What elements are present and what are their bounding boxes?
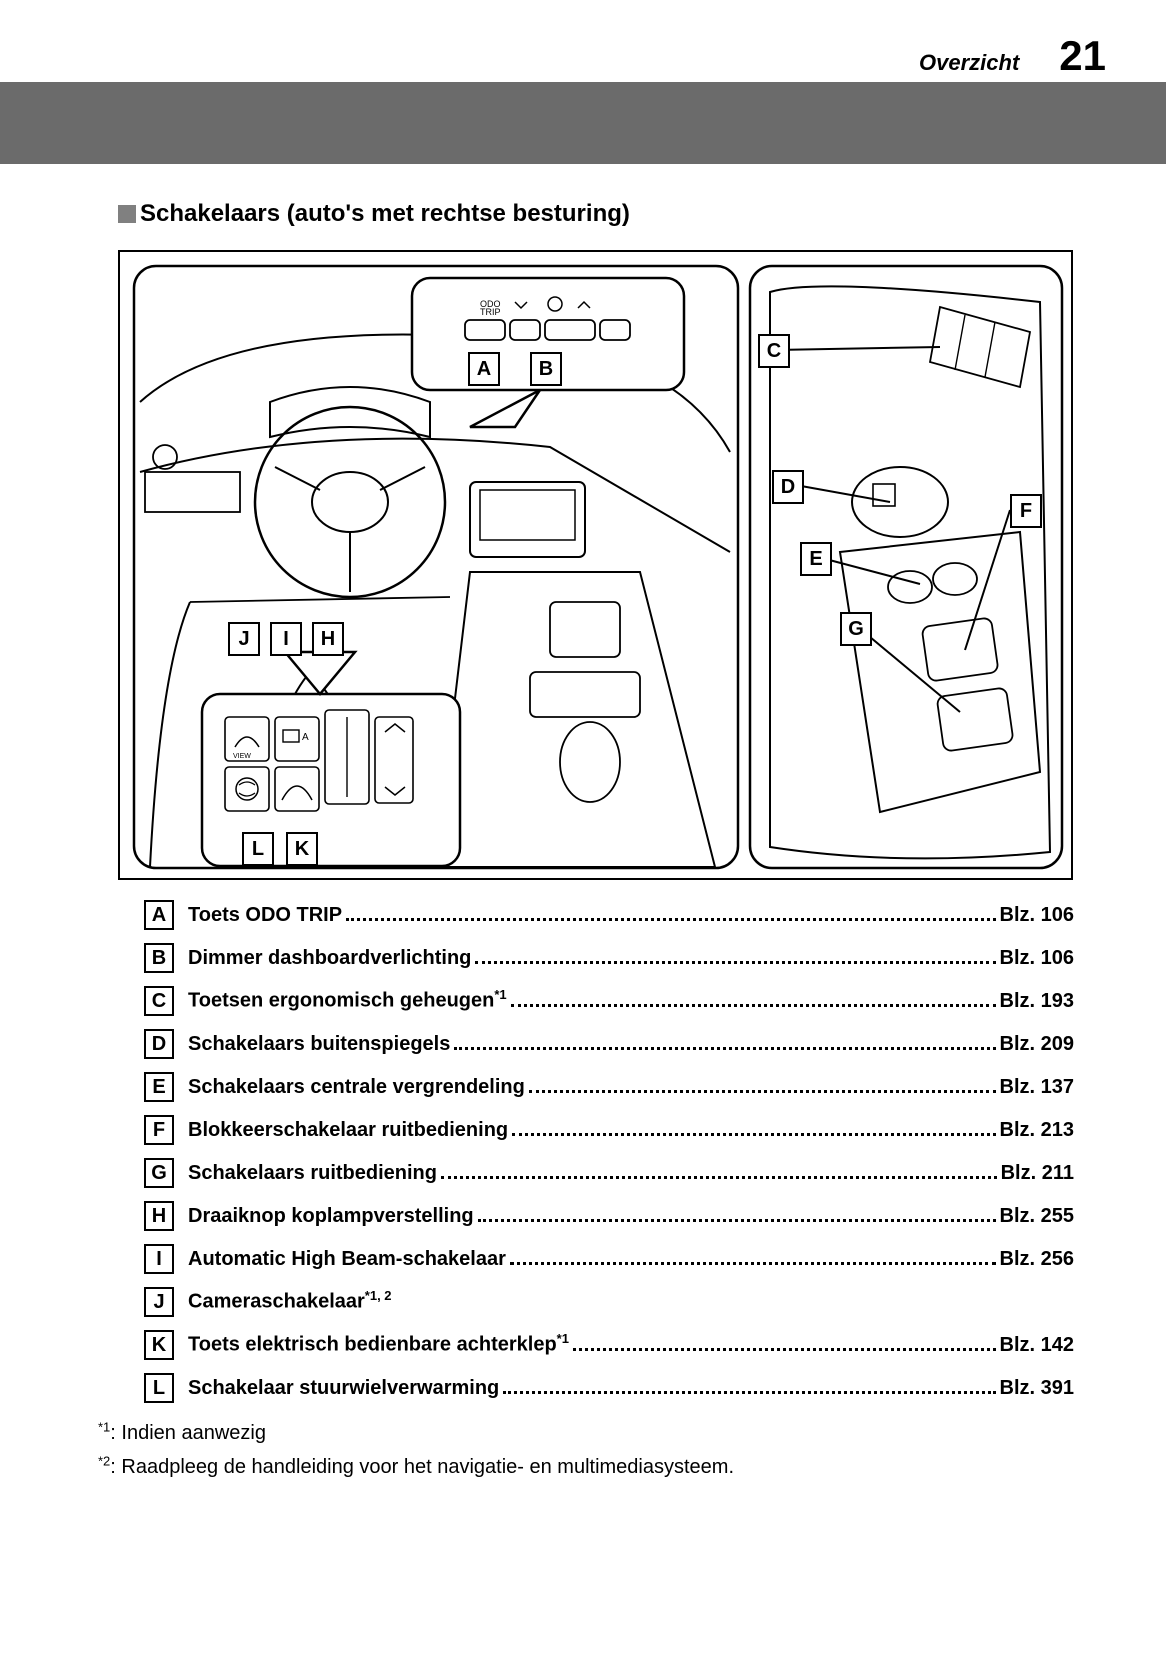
footnotes: *1: Indien aanwezig*2: Raadpleeg de hand…	[98, 1416, 1101, 1484]
diagram-label-b: B	[530, 352, 562, 386]
diagram-container: ODO TRIP VIEW A	[118, 250, 1073, 880]
legend-letter: B	[144, 943, 174, 973]
legend-label: Cameraschakelaar*1, 2	[188, 1288, 392, 1314]
footnote-mark: *2	[98, 1453, 110, 1468]
legend-letter: E	[144, 1072, 174, 1102]
legend-leader-dots	[529, 1073, 996, 1093]
section-name: Overzicht	[919, 50, 1019, 76]
legend-leader-dots	[512, 1116, 995, 1136]
legend-leader-dots	[511, 987, 996, 1007]
diagram-label-f: F	[1010, 494, 1042, 528]
legend-leader-dots	[503, 1374, 995, 1394]
legend-letter: J	[144, 1287, 174, 1317]
legend-label: Schakelaars ruitbediening	[188, 1162, 437, 1185]
legend-letter: K	[144, 1330, 174, 1360]
legend-leader-dots	[346, 901, 995, 921]
legend-label: Schakelaars buitenspiegels	[188, 1033, 450, 1056]
svg-text:A: A	[302, 732, 309, 743]
legend-row-c: C Toetsen ergonomisch geheugen*1 Blz. 193	[144, 986, 1074, 1016]
diagram-label-l: L	[242, 832, 274, 866]
diagram-label-k: K	[286, 832, 318, 866]
legend-page-ref: Blz. 391	[1000, 1377, 1074, 1400]
legend-label: Automatic High Beam-schakelaar	[188, 1248, 506, 1271]
legend-row-i: I Automatic High Beam-schakelaar Blz. 256	[144, 1244, 1074, 1274]
legend-leader-dots	[454, 1030, 995, 1050]
diagram-label-i: I	[270, 622, 302, 656]
legend-label: Toetsen ergonomisch geheugen*1	[188, 987, 507, 1013]
diagram-label-d: D	[772, 470, 804, 504]
diagram-label-g: G	[840, 612, 872, 646]
legend-label: Blokkeerschakelaar ruitbediening	[188, 1119, 508, 1142]
legend-letter: D	[144, 1029, 174, 1059]
legend-label: Dimmer dashboardverlichting	[188, 947, 471, 970]
legend-page-ref: Blz. 255	[1000, 1205, 1074, 1228]
legend-row-f: F Blokkeerschakelaar ruitbediening Blz. 2…	[144, 1115, 1074, 1145]
legend-row-h: H Draaiknop koplampverstelling Blz. 255	[144, 1201, 1074, 1231]
legend-page-ref: Blz. 211	[1001, 1162, 1074, 1185]
footnote-text: : Raadpleeg de handleiding voor het navi…	[110, 1456, 734, 1478]
legend-superscript: *1	[557, 1331, 569, 1346]
section-title-row: Schakelaars (auto's met rechtse besturin…	[118, 200, 1101, 228]
header-dark-band	[0, 82, 1166, 164]
legend-label: Toets ODO TRIP	[188, 904, 342, 927]
footnote: *2: Raadpleeg de handleiding voor het na…	[98, 1450, 1101, 1484]
diagram-label-e: E	[800, 542, 832, 576]
legend-label: Schakelaars centrale vergrendeling	[188, 1076, 525, 1099]
diagram-lineart: ODO TRIP VIEW A	[120, 252, 1073, 880]
legend-list: A Toets ODO TRIP Blz. 106 B Dimmer dashboar…	[144, 900, 1074, 1403]
diagram-label-c: C	[758, 334, 790, 368]
legend-page-ref: Blz. 209	[1000, 1033, 1074, 1056]
page-content: Schakelaars (auto's met rechtse besturin…	[118, 200, 1101, 1484]
legend-label: Draaiknop koplampverstelling	[188, 1205, 474, 1228]
legend-row-k: K Toets elektrisch bedienbare achterklep*…	[144, 1330, 1074, 1360]
footnote-mark: *1	[98, 1419, 110, 1434]
page-number: 21	[1059, 32, 1106, 80]
legend-letter: G	[144, 1158, 174, 1188]
legend-row-b: B Dimmer dashboardverlichting Blz. 106	[144, 943, 1074, 973]
legend-row-d: D Schakelaars buitenspiegels Blz. 209	[144, 1029, 1074, 1059]
legend-page-ref: Blz. 106	[1000, 947, 1074, 970]
legend-letter: C	[144, 986, 174, 1016]
diagram-label-a: A	[468, 352, 500, 386]
legend-letter: L	[144, 1373, 174, 1403]
svg-text:VIEW: VIEW	[233, 753, 251, 760]
legend-page-ref: Blz. 137	[1000, 1076, 1074, 1099]
footnote-text: : Indien aanwezig	[110, 1422, 266, 1444]
legend-page-ref: Blz. 213	[1000, 1119, 1074, 1142]
legend-page-ref: Blz. 142	[1000, 1334, 1074, 1357]
legend-page-ref: Blz. 256	[1000, 1248, 1074, 1271]
legend-leader-dots	[573, 1331, 996, 1351]
legend-leader-dots	[441, 1159, 997, 1179]
legend-leader-dots	[478, 1202, 996, 1222]
legend-letter: F	[144, 1115, 174, 1145]
legend-row-j: J Cameraschakelaar*1, 2	[144, 1287, 1074, 1317]
title-bullet-square	[118, 205, 136, 223]
diagram-label-j: J	[228, 622, 260, 656]
legend-leader-dots	[510, 1245, 996, 1265]
legend-letter: I	[144, 1244, 174, 1274]
svg-text:TRIP: TRIP	[480, 307, 501, 317]
legend-superscript: *1	[494, 987, 506, 1002]
legend-row-l: L Schakelaar stuurwielverwarming Blz. 391	[144, 1373, 1074, 1403]
legend-page-ref: Blz. 193	[1000, 990, 1074, 1013]
legend-row-a: A Toets ODO TRIP Blz. 106	[144, 900, 1074, 930]
footnote: *1: Indien aanwezig	[98, 1416, 1101, 1450]
section-title: Schakelaars (auto's met rechtse besturin…	[140, 200, 630, 228]
legend-row-e: E Schakelaars centrale vergrendeling Blz.…	[144, 1072, 1074, 1102]
diagram-label-h: H	[312, 622, 344, 656]
legend-superscript: *1, 2	[365, 1288, 392, 1303]
legend-letter: H	[144, 1201, 174, 1231]
legend-leader-dots	[475, 944, 995, 964]
legend-label: Toets elektrisch bedienbare achterklep*1	[188, 1331, 569, 1357]
header-text-row: Overzicht 21	[919, 32, 1106, 80]
legend-label: Schakelaar stuurwielverwarming	[188, 1377, 499, 1400]
legend-row-g: G Schakelaars ruitbediening Blz. 211	[144, 1158, 1074, 1188]
legend-letter: A	[144, 900, 174, 930]
legend-page-ref: Blz. 106	[1000, 904, 1074, 927]
